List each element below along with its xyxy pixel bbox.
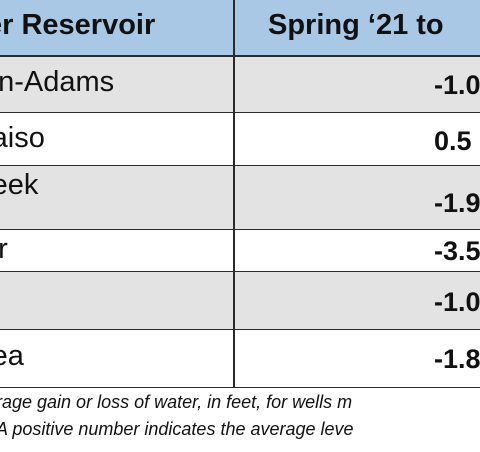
reservoir-name: raiso (0, 122, 45, 154)
reservoir-value: -1.9 (434, 188, 480, 218)
reservoir-value: -1.0 (434, 287, 480, 317)
reservoir-value: -1.0 (434, 70, 480, 100)
table-header: er Reservoir Spring ‘21 to (0, 0, 480, 57)
table-row: -1.0 (0, 272, 480, 330)
table-row: rea -1.8 (0, 330, 480, 388)
header-spring-change: Spring ‘21 to (268, 9, 444, 41)
column-divider (233, 0, 235, 388)
table-row: er -3.5 (0, 230, 480, 272)
table-row: on-Adams -1.0 (0, 57, 480, 113)
reservoir-value: -1.8 (434, 344, 480, 374)
reservoir-name: er (0, 233, 8, 265)
header-reservoir: er Reservoir (0, 9, 156, 41)
footnote-line-1: rage gain or loss of water, in feet, for… (0, 392, 353, 412)
footnote-line-2: A positive number indicates the average … (0, 419, 354, 439)
reservoir-name: reek (0, 169, 39, 201)
reservoir-name: on-Adams (0, 66, 115, 98)
reservoir-name: rea (0, 340, 24, 372)
table-row: reek -1.9 (0, 166, 480, 230)
reservoir-value: -3.5 (434, 236, 480, 266)
reservoir-value: 0.5 (434, 126, 472, 156)
table-row: raiso 0.5 (0, 113, 480, 166)
